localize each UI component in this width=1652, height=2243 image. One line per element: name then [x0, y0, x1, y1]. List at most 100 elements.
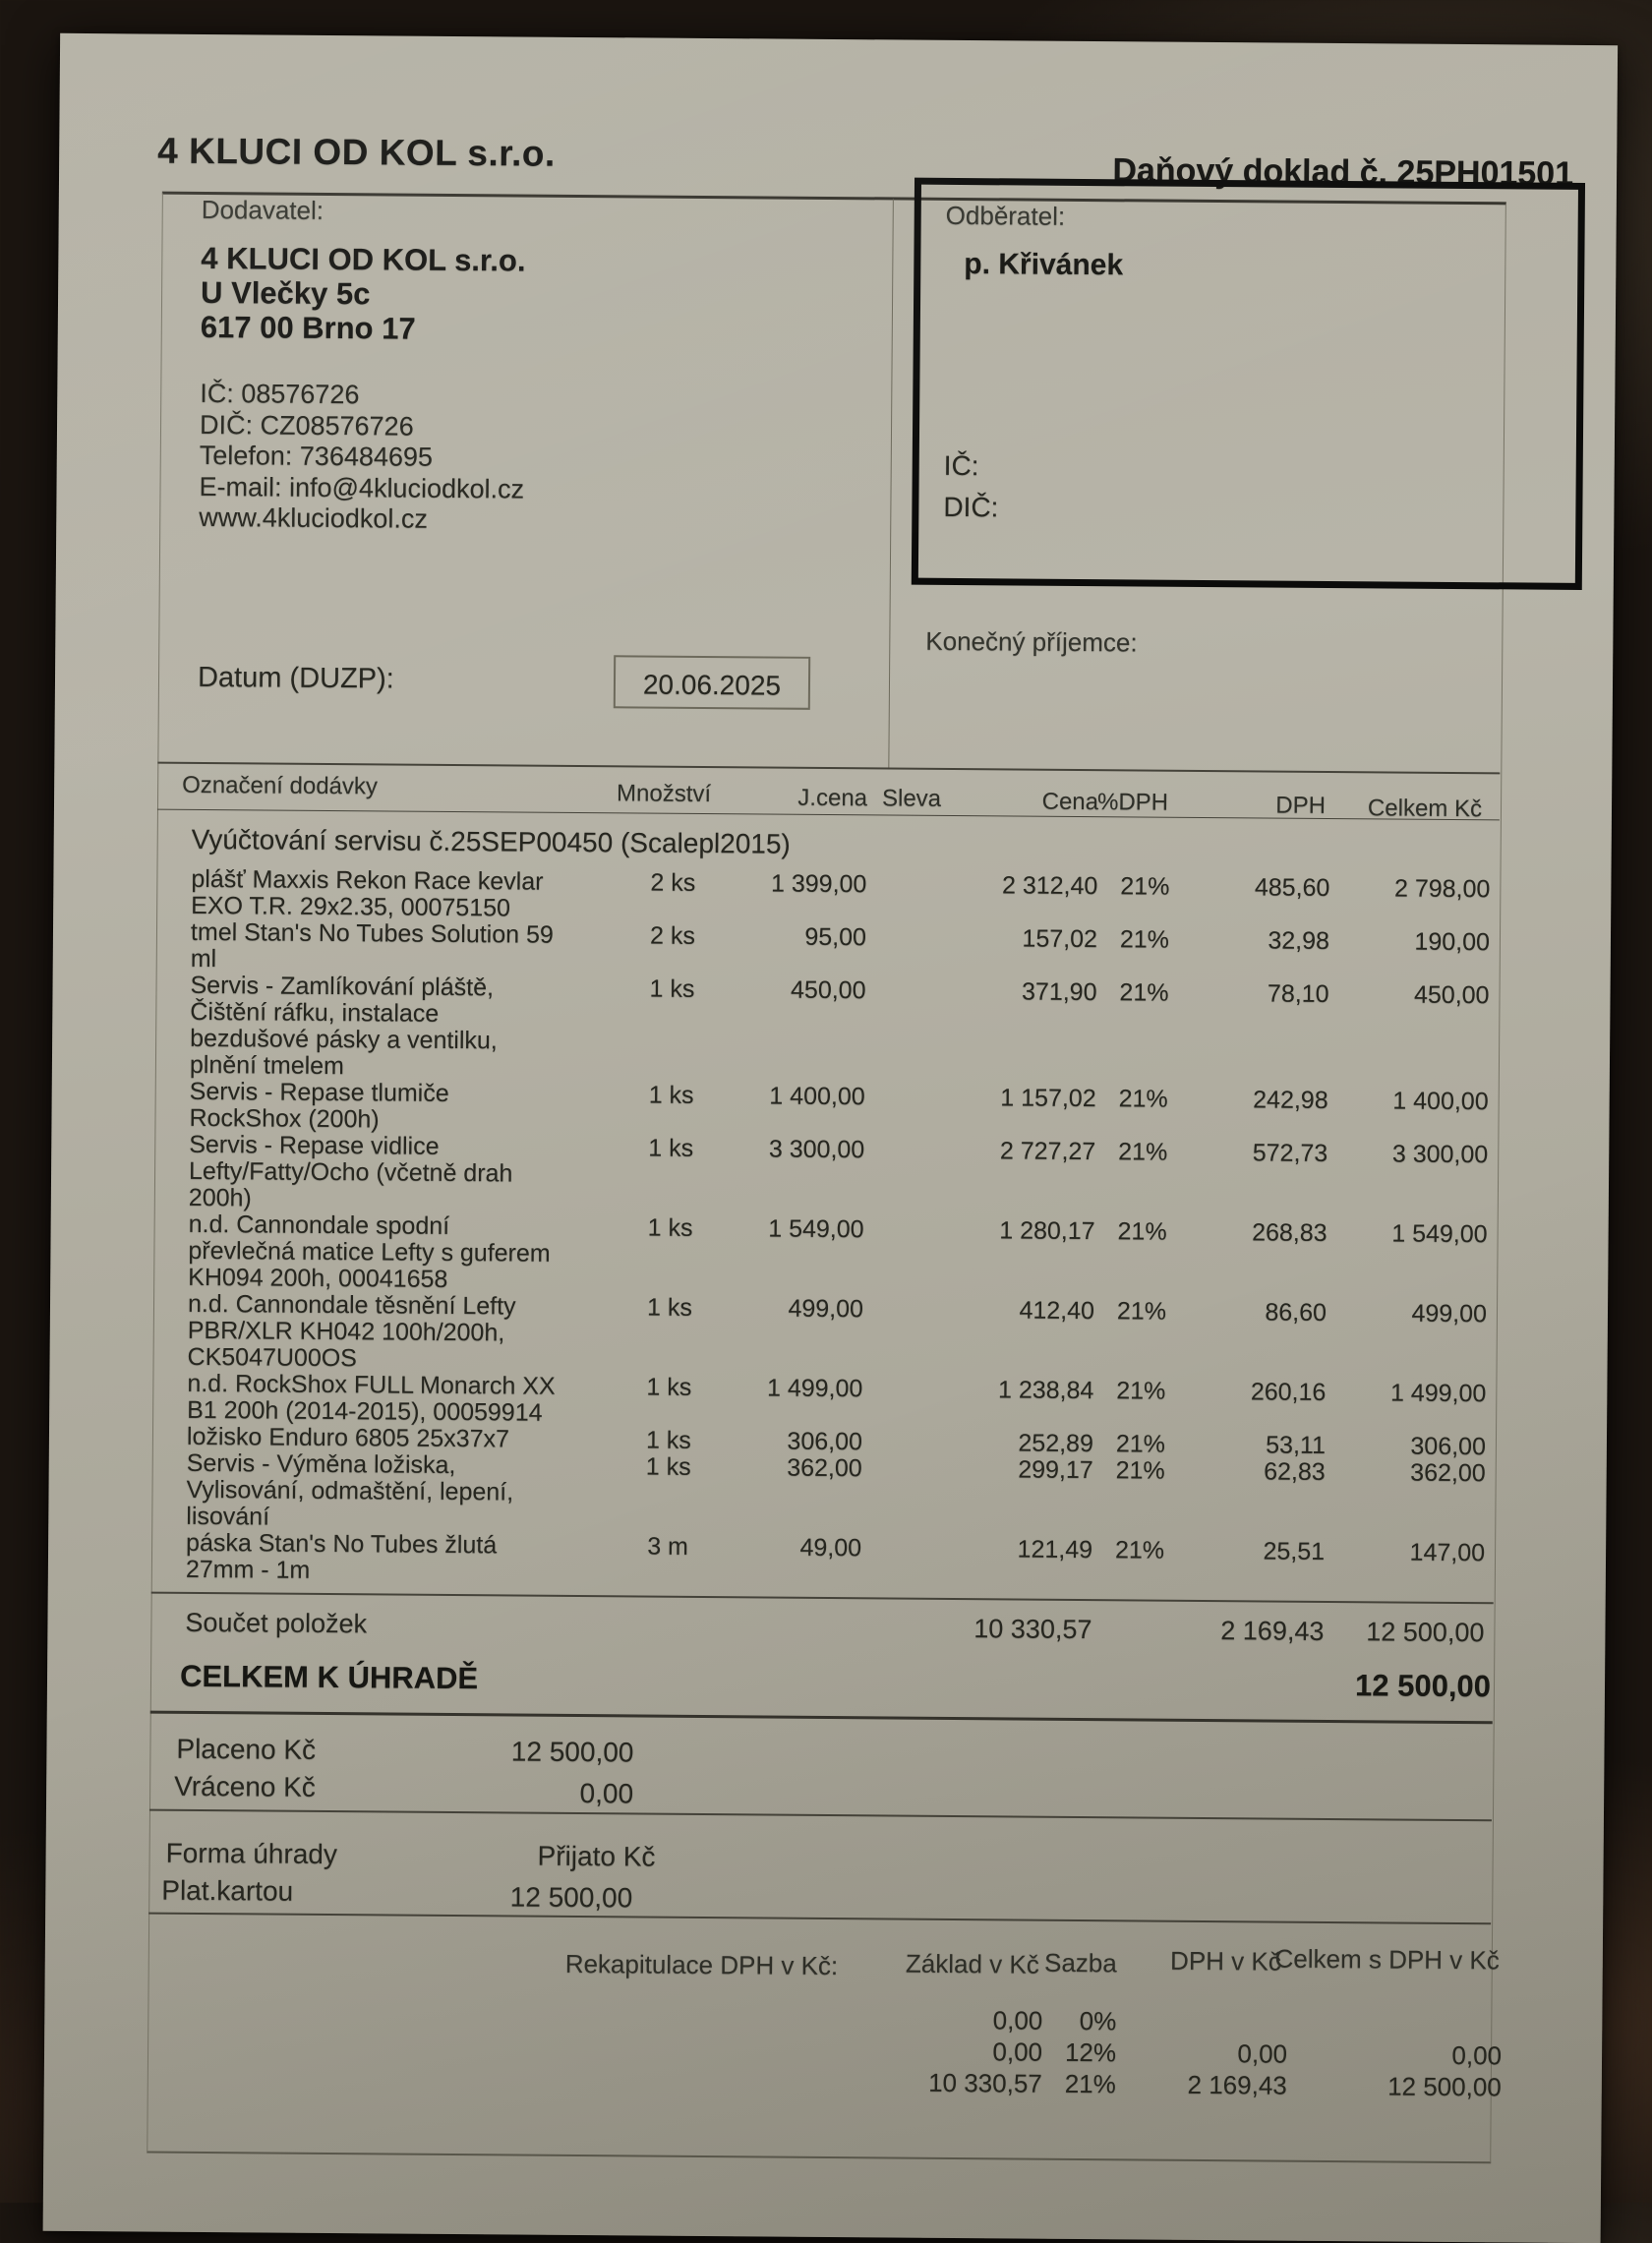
vat-rate-value: 0% [1079, 2006, 1117, 2036]
item-total: 362,00 [1410, 1458, 1486, 1488]
customer-label: Odběratel: [945, 200, 1066, 231]
item-unit-price: 362,00 [787, 1453, 862, 1483]
item-unit-price: 1 499,00 [766, 1374, 863, 1403]
method-value: Plat.kartou [161, 1874, 294, 1907]
customer-name: p. Křivánek [964, 248, 1124, 282]
item-price: 299,17 [1018, 1455, 1093, 1485]
vat-header-base: Základ v Kč [905, 1948, 1039, 1979]
item-total: 3 300,00 [1391, 1140, 1489, 1169]
supplier-email: E-mail: info@4kluciodkol.cz [199, 471, 525, 504]
item-price: 157,02 [1022, 924, 1098, 954]
col-header-description: Označení dodávky [182, 771, 379, 800]
item-price: 1 157,02 [1000, 1084, 1096, 1113]
item-description: n.d. Cannondale spodní převlečná matice L… [188, 1210, 551, 1293]
grand-total-value: 12 500,00 [1354, 1668, 1492, 1704]
item-price: 412,40 [1019, 1296, 1095, 1326]
item-price: 1 280,17 [999, 1216, 1095, 1246]
received-label: Přijato Kč [537, 1840, 656, 1872]
paid-value: 12 500,00 [510, 1736, 634, 1768]
item-total: 190,00 [1414, 927, 1491, 957]
supplier-street: U Vlečky 5c [200, 274, 371, 312]
vat-header-total: Celkem s DPH v Kč [1274, 1943, 1500, 1976]
supplier-phone: Telefon: 736484695 [199, 440, 434, 472]
item-description: n.d. RockShox FULL Monarch XX B1 200h (20… [187, 1369, 556, 1427]
vat-base-value: 0,00 [992, 2036, 1043, 2067]
method-label: Forma úhrady [165, 1837, 338, 1870]
item-unit-price: 1 549,00 [768, 1214, 864, 1244]
vat-amount-value: 0,00 [1237, 2038, 1288, 2069]
table-row: Servis - Repase vidlice Lefty/Fatty/Ocho … [51, 1131, 1610, 1222]
returned-label: Vráceno Kč [174, 1770, 317, 1802]
vat-total-value: 0,00 [1451, 2039, 1503, 2071]
supplier-label: Dodavatel: [201, 194, 324, 225]
item-total: 450,00 [1413, 980, 1490, 1010]
item-price: 121,49 [1017, 1535, 1093, 1564]
item-total: 1 400,00 [1392, 1087, 1489, 1116]
item-price: 2 312,40 [1001, 871, 1098, 901]
vat-recap-label: Rekapitulace DPH v Kč: [564, 1948, 839, 1981]
item-description: plášť Maxxis Rekon Race kevlar EXO T.R. 2… [191, 864, 544, 922]
invoice-sheet: 4 KLUCI OD KOL s.r.o. Daňový doklad č. 2… [42, 32, 1619, 2243]
company-title: 4 KLUCI OD KOL s.r.o. [157, 130, 556, 174]
item-total: 2 798,00 [1393, 874, 1491, 904]
vat-amount-value: 2 169,43 [1187, 2069, 1287, 2100]
sum-total: 12 500,00 [1366, 1617, 1485, 1648]
item-unit-price: 306,00 [787, 1427, 863, 1456]
supplier-dic: DIČ: CZ08576726 [199, 409, 414, 442]
vat-rows: 0,00 0% 0,00 12% 0,00 0,00 10 330,57 21% 2 169,4… [44, 1998, 1603, 2104]
item-unit-price: 95,00 [804, 922, 867, 952]
item-description: Servis - Repase tlumiče RockShox (200h) [189, 1077, 449, 1134]
item-price: 2 727,27 [999, 1137, 1096, 1166]
table-row: Servis - Zamlíkování pláště, Čištění ráfk… [52, 972, 1611, 1090]
customer-dic-label: DIČ: [943, 491, 999, 523]
paid-label: Placeno Kč [176, 1733, 317, 1765]
item-price: 1 238,84 [997, 1376, 1094, 1405]
table-row: Servis - Výměna ložiska, Vylisování, odma… [48, 1449, 1607, 1541]
supplier-contact: IČ: 08576726 DIČ: CZ08576726 Telefon: 73… [199, 379, 525, 536]
item-description: n.d. Cannondale těsnění Lefty PBR/XLR KH0… [187, 1289, 516, 1373]
item-price: 371,90 [1021, 977, 1097, 1007]
supplier-city: 617 00 Brno 17 [200, 309, 416, 346]
table-row: n.d. Cannondale spodní převlečná matice L… [50, 1210, 1609, 1302]
col-header-unit-price: J.cena [797, 784, 868, 812]
date-value-box: 20.06.2025 [613, 655, 811, 710]
item-unit-price: 49,00 [799, 1533, 862, 1563]
item-description: tmel Stan's No Tubes Solution 59 ml [190, 917, 554, 974]
sum-price: 10 330,57 [974, 1614, 1092, 1645]
item-description: Servis - Výměna ložiska, Vylisování, odma… [186, 1448, 514, 1531]
col-header-total: Celkem Kč [1367, 795, 1483, 823]
item-total: 1 499,00 [1389, 1379, 1487, 1408]
item-price: 252,89 [1018, 1429, 1094, 1458]
item-description: Servis - Repase vidlice Lefty/Fatty/Ocho … [188, 1130, 513, 1212]
customer-box: Odběratel: p. Křivánek IČ: DIČ: [911, 177, 1586, 590]
vat-base-value: 0,00 [992, 2005, 1043, 2036]
item-unit-price: 499,00 [788, 1294, 864, 1324]
supplier-ic: IČ: 08576726 [200, 378, 360, 410]
items-container: plášť Maxxis Rekon Race kevlar EXO T.R. 2… [48, 865, 1612, 1594]
item-unit-price: 3 300,00 [768, 1135, 865, 1164]
returned-value: 0,00 [579, 1778, 634, 1809]
item-total: 1 549,00 [1391, 1219, 1488, 1249]
item-total: 306,00 [1410, 1432, 1487, 1461]
item-description: páska Stan's No Tubes žlutá 27mm - 1m [185, 1528, 498, 1584]
item-unit-price: 1 400,00 [769, 1082, 865, 1111]
item-description: Servis - Zamlíkování pláště, Čištění ráfk… [189, 971, 498, 1081]
date-value: 20.06.2025 [642, 669, 782, 701]
item-total: 147,00 [1409, 1538, 1486, 1567]
item-total: 499,00 [1411, 1299, 1488, 1328]
supplier-web: www.4kluciodkol.cz [199, 502, 429, 534]
final-recipient-label: Konečný příjemce: [925, 625, 1138, 658]
service-section-title: Vyúčtování servisu č.25SEP00450 (Scalepl… [191, 823, 791, 859]
sum-label: Součet položek [185, 1607, 368, 1639]
vat-total-value: 12 500,00 [1387, 2071, 1502, 2102]
date-label: Datum (DUZP): [197, 661, 394, 695]
vat-base-value: 10 330,57 [928, 2067, 1042, 2098]
item-unit-price: 1 399,00 [770, 869, 867, 899]
table-row: n.d. Cannondale těsnění Lefty PBR/XLR KH0… [49, 1290, 1608, 1382]
item-unit-price: 450,00 [790, 975, 866, 1005]
supplier-name: 4 KLUCI OD KOL s.r.o. [201, 240, 526, 278]
received-value: 12 500,00 [509, 1881, 633, 1914]
grand-total-label: CELKEM K ÚHRADĚ [179, 1658, 479, 1696]
customer-ic-label: IČ: [943, 449, 979, 482]
